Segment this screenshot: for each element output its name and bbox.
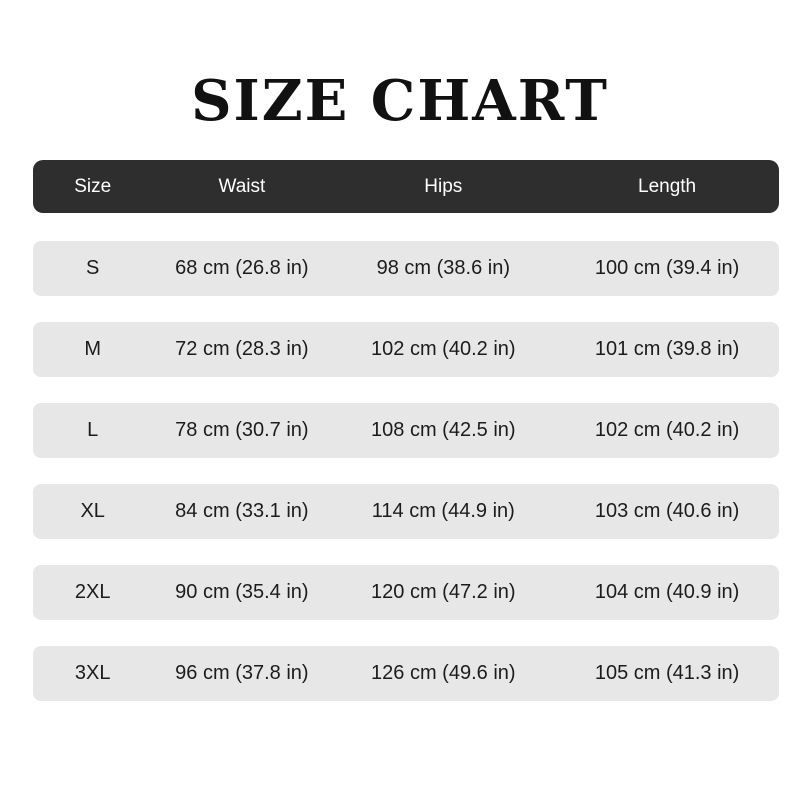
cell-hips: 98 cm (38.6 in) [376,257,510,279]
cell-length: 105 cm (41.3 in) [594,662,740,684]
cell-size: XL [80,500,105,522]
cell-length: 101 cm (39.8 in) [594,338,740,360]
cell-length: 104 cm (40.9 in) [594,581,740,603]
table-row-xl: XL 84 cm (33.1 in) 114 cm (44.9 in) 103 … [33,484,779,539]
cell-hips: 126 cm (49.6 in) [371,662,516,684]
cell-size: S [86,257,100,279]
cell-hips: 102 cm (40.2 in) [371,338,516,360]
cell-waist: 68 cm (26.8 in) [175,257,309,279]
page-title: SIZE CHART [191,68,609,134]
cell-length: 102 cm (40.2 in) [594,419,740,441]
cell-hips: 114 cm (44.9 in) [371,500,515,522]
table-header: Size Waist Hips Length [33,160,779,213]
column-header-waist: Waist [218,175,266,197]
cell-hips: 108 cm (42.5 in) [371,419,516,441]
table-row-3xl: 3XL 96 cm (37.8 in) 126 cm (49.6 in) 105… [33,646,779,701]
cell-size: L [87,419,99,441]
size-table: Size Waist Hips Length S 68 cm (26.8 in)… [33,160,779,701]
cell-length: 100 cm (39.4 in) [594,257,740,279]
column-header-length: Length [638,175,697,197]
cell-size: 3XL [74,662,111,684]
cell-waist: 96 cm (37.8 in) [175,662,309,684]
cell-waist: 78 cm (30.7 in) [175,419,309,441]
cell-size: M [84,338,102,360]
column-header-size: Size [74,175,112,197]
cell-waist: 84 cm (33.1 in) [175,500,309,522]
size-chart-page: SIZE CHART Size Waist Hips Length S 68 c… [0,42,800,701]
table-row-l: L 78 cm (30.7 in) 108 cm (42.5 in) 102 c… [33,403,779,458]
cell-size: 2XL [74,581,111,603]
column-header-hips: Hips [424,175,463,197]
table-row-m: M 72 cm (28.3 in) 102 cm (40.2 in) 101 c… [33,322,779,377]
cell-waist: 72 cm (28.3 in) [175,338,309,360]
cell-waist: 90 cm (35.4 in) [175,581,309,603]
table-row-2xl: 2XL 90 cm (35.4 in) 120 cm (47.2 in) 104… [33,565,779,620]
cell-hips: 120 cm (47.2 in) [371,581,516,603]
cell-length: 103 cm (40.6 in) [594,500,740,522]
table-row-s: S 68 cm (26.8 in) 98 cm (38.6 in) 100 cm… [33,241,779,296]
